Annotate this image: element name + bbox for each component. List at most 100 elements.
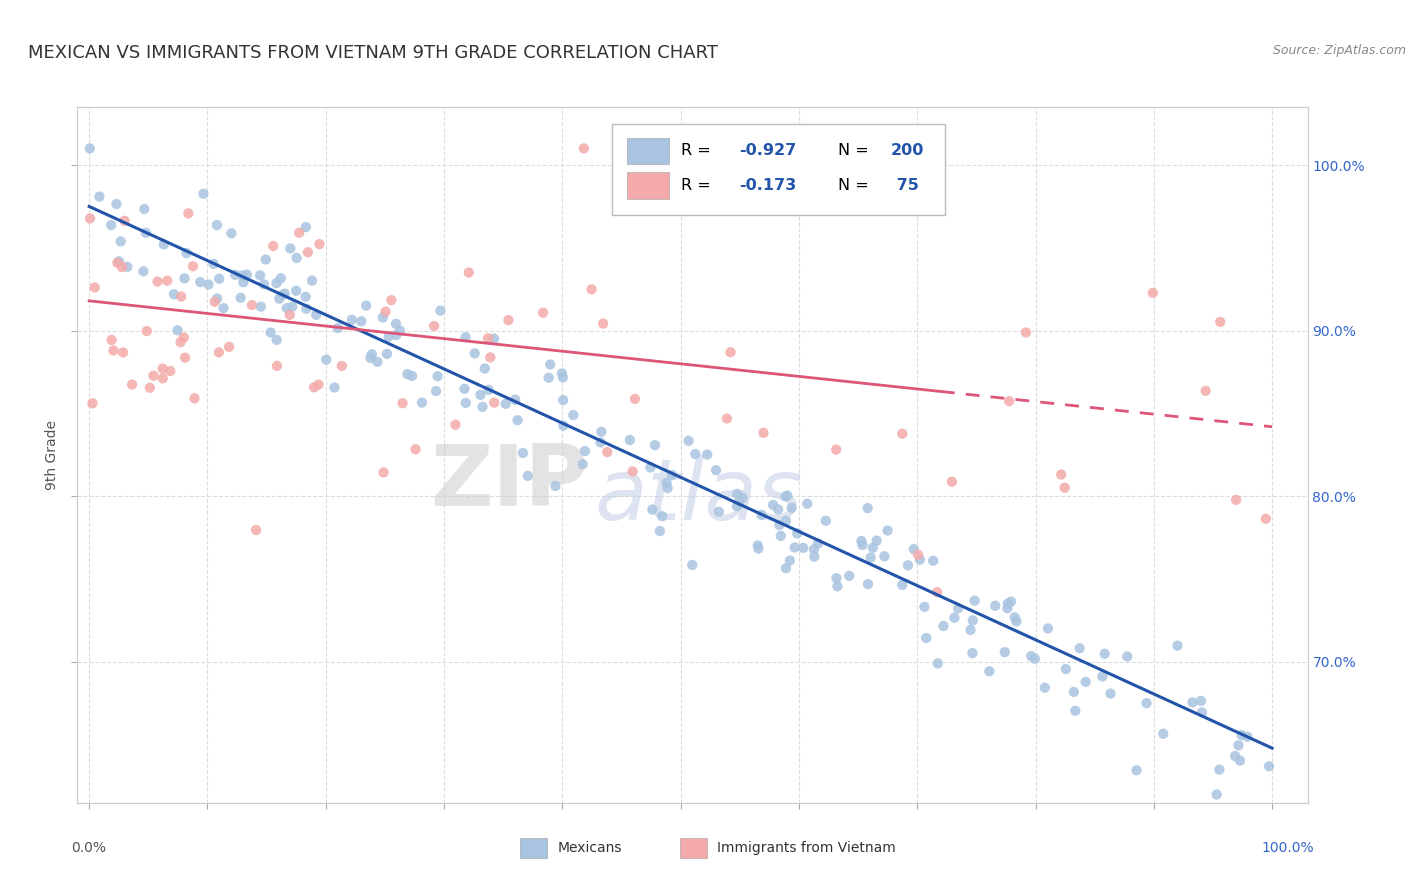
Point <box>776 489 799 503</box>
Point <box>512 446 534 460</box>
Point <box>685 447 707 461</box>
Text: -0.927: -0.927 <box>740 144 796 159</box>
Point <box>1229 754 1251 768</box>
Point <box>330 359 353 373</box>
Point <box>134 202 156 216</box>
Point <box>254 252 277 267</box>
Point <box>1005 615 1028 629</box>
Point <box>105 197 128 211</box>
Point <box>426 369 449 384</box>
Point <box>457 265 479 279</box>
Point <box>152 371 174 385</box>
Point <box>963 593 986 607</box>
Point <box>1053 481 1076 495</box>
Point <box>807 536 830 550</box>
Point <box>862 541 884 555</box>
Point <box>865 533 887 548</box>
Point <box>484 395 506 409</box>
Point <box>1230 728 1253 742</box>
Point <box>108 254 131 268</box>
Text: 75: 75 <box>890 178 918 194</box>
Point <box>297 245 319 260</box>
Point <box>359 351 381 365</box>
Point <box>1227 738 1250 752</box>
Point <box>537 370 560 384</box>
Point <box>775 561 797 575</box>
Point <box>851 534 873 549</box>
Point <box>308 377 330 392</box>
Point <box>295 219 318 234</box>
Point <box>959 623 981 637</box>
Text: 0.0%: 0.0% <box>72 841 107 855</box>
Point <box>728 495 751 509</box>
Point <box>388 324 411 338</box>
Point <box>208 345 231 359</box>
Point <box>285 251 308 265</box>
Point <box>153 237 176 252</box>
Point <box>229 291 252 305</box>
Point <box>1000 594 1022 608</box>
Point <box>1166 639 1188 653</box>
Point <box>657 481 679 495</box>
Point <box>538 358 561 372</box>
Point <box>1024 652 1046 666</box>
Point <box>825 442 848 457</box>
Point <box>780 500 803 515</box>
Point <box>553 393 575 408</box>
Point <box>1195 384 1218 398</box>
Point <box>775 490 797 504</box>
Point <box>574 444 596 458</box>
Point <box>873 549 896 564</box>
Point <box>506 413 529 427</box>
Point <box>170 289 193 303</box>
Point <box>411 395 433 409</box>
Point <box>159 364 181 378</box>
Y-axis label: 9th Grade: 9th Grade <box>45 420 59 490</box>
Point <box>503 392 526 407</box>
Point <box>208 271 231 285</box>
Point <box>779 553 801 567</box>
Text: R =: R = <box>682 178 716 194</box>
Point <box>231 268 253 283</box>
Point <box>181 259 204 273</box>
Bar <box>627 137 669 164</box>
Point <box>1019 649 1042 664</box>
Point <box>1152 727 1174 741</box>
Text: ZIP: ZIP <box>430 442 588 524</box>
Point <box>915 631 938 645</box>
Point <box>79 211 101 226</box>
Point <box>571 457 593 471</box>
Text: N =: N = <box>838 144 873 159</box>
Point <box>678 434 700 448</box>
Point <box>110 235 132 249</box>
Point <box>205 218 228 232</box>
Point <box>273 286 295 301</box>
Bar <box>681 838 707 858</box>
Point <box>294 290 316 304</box>
Point <box>188 275 211 289</box>
Point <box>374 304 396 318</box>
Point <box>640 460 662 475</box>
Point <box>142 368 165 383</box>
Point <box>927 585 949 599</box>
Point <box>838 569 860 583</box>
Point <box>366 355 388 369</box>
Point <box>1191 706 1213 720</box>
Point <box>891 578 914 592</box>
Point <box>340 313 363 327</box>
Point <box>135 226 157 240</box>
Point <box>380 293 402 308</box>
Point <box>89 189 111 203</box>
Point <box>786 526 808 541</box>
Point <box>825 571 848 585</box>
Point <box>908 552 931 566</box>
Point <box>927 657 949 671</box>
Point <box>803 542 825 557</box>
Point <box>994 645 1017 659</box>
Point <box>276 301 298 316</box>
Point <box>1050 467 1073 482</box>
Point <box>747 541 769 556</box>
Text: 200: 200 <box>890 144 924 159</box>
Point <box>285 284 308 298</box>
Point <box>385 317 408 331</box>
